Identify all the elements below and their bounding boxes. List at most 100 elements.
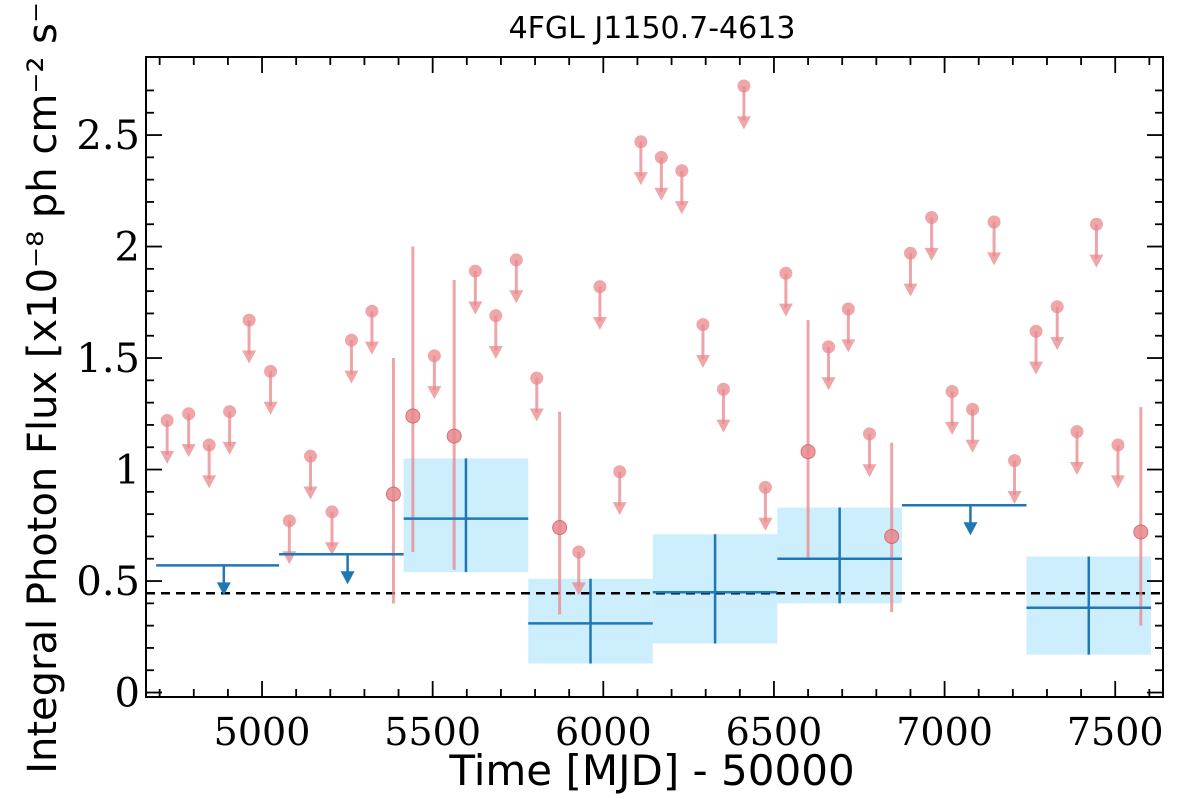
long-bin-upper-limit-head	[216, 582, 231, 596]
upper-limit-arrow-head	[758, 517, 773, 531]
upper-limit-point	[1070, 425, 1084, 439]
y-tick-label: 0.5	[76, 559, 140, 605]
y-tick-label: 2	[115, 225, 140, 271]
long-bin-upper-limit-head	[963, 522, 978, 536]
detection-point	[385, 486, 401, 502]
upper-limit-arrow-head	[202, 475, 217, 489]
upper-limit-arrow-head	[344, 370, 359, 384]
upper-limit-arrow-head	[841, 339, 856, 353]
upper-limit-point	[945, 384, 959, 398]
upper-limit-arrow-head	[488, 346, 503, 360]
upper-limit-arrow-head	[778, 303, 793, 317]
upper-limit-point	[282, 514, 296, 528]
upper-limit-arrow-head	[468, 301, 483, 315]
upper-limit-arrow-head	[592, 317, 607, 331]
upper-limit-point	[987, 215, 1001, 229]
upper-limit-point	[779, 266, 793, 280]
upper-limit-point	[966, 402, 980, 416]
upper-limit-arrow-head	[945, 421, 960, 435]
plot-area: 5000 5500 6000 6500 7000 7500 0 0.5 1 1.5 2 2.5	[76, 56, 1164, 754]
upper-limit-arrow-head	[965, 439, 980, 453]
upper-limit-arrow-head	[821, 377, 836, 391]
upper-limit-point	[925, 211, 939, 225]
upper-limit-arrow-head	[695, 354, 710, 368]
upper-limit-arrow-head	[1110, 475, 1125, 489]
upper-limit-point	[202, 438, 216, 452]
upper-limit-point	[758, 480, 772, 494]
upper-limit-point	[634, 135, 648, 149]
x-tick-label: 5000	[214, 710, 311, 754]
detection-point	[405, 408, 421, 424]
upper-limit-point	[489, 309, 503, 323]
plot-frame	[145, 56, 1164, 698]
upper-limit-point	[716, 382, 730, 396]
x-tick-label: 6000	[555, 710, 652, 754]
upper-limit-arrow-head	[1069, 462, 1084, 476]
upper-limit-arrow-head	[1050, 337, 1065, 351]
upper-limit-arrow-head	[736, 116, 751, 130]
upper-limit-point	[242, 313, 256, 327]
upper-limit-arrow-head	[181, 444, 196, 458]
upper-limit-arrow-head	[862, 464, 877, 478]
upper-limit-point	[654, 150, 668, 164]
upper-limit-arrow-head	[924, 247, 939, 261]
upper-limit-point	[325, 505, 339, 519]
upper-limit-arrow-head	[263, 401, 278, 415]
upper-limit-arrow-head	[633, 172, 648, 186]
upper-limit-point	[509, 253, 523, 267]
upper-limit-point	[223, 405, 237, 419]
x-tick-label: 5500	[384, 710, 481, 754]
upper-limit-arrow-head	[571, 582, 586, 596]
upper-limit-arrow-head	[987, 252, 1002, 266]
upper-limit-arrow-head	[509, 290, 524, 304]
detection-point	[800, 444, 816, 460]
upper-limit-arrow-head	[674, 201, 689, 215]
detection-point	[552, 520, 568, 536]
upper-limit-point	[822, 340, 836, 354]
upper-limit-arrow-head	[716, 419, 731, 433]
upper-limit-point	[365, 304, 379, 318]
upper-limit-point	[1111, 438, 1125, 452]
upper-limit-arrow-head	[427, 386, 442, 400]
upper-limit-point	[593, 280, 607, 294]
y-axis-label: Integral Photon Flux [x10⁻⁸ ph cm⁻² s⁻¹]	[20, 0, 66, 774]
upper-limit-point	[696, 318, 710, 332]
upper-limit-point	[182, 407, 196, 421]
detection-point	[1133, 524, 1149, 540]
x-tick-label: 7500	[1067, 710, 1164, 754]
upper-limit-arrow-head	[1089, 254, 1104, 268]
upper-limit-point	[572, 545, 586, 559]
upper-limit-point	[1008, 454, 1022, 468]
upper-limit-point	[675, 164, 689, 178]
upper-limit-arrow-head	[364, 341, 379, 355]
y-tick-label: 2.5	[76, 113, 140, 159]
detection-point	[446, 428, 462, 444]
upper-limit-arrow-head	[1007, 490, 1022, 504]
upper-limit-point	[737, 79, 751, 93]
y-tick-label: 1	[115, 448, 140, 494]
long-bin-upper-limit-head	[340, 571, 355, 585]
upper-limit-point	[344, 333, 358, 347]
upper-limit-arrow-head	[1029, 361, 1044, 375]
x-axis-label: Time [MJD] - 50000	[448, 746, 854, 795]
upper-limit-point	[264, 364, 278, 378]
upper-limit-arrow-head	[222, 441, 237, 455]
chart-title: 4FGL J1150.7-4613	[509, 11, 796, 46]
detection-point	[884, 528, 900, 544]
y-tick-label: 0	[115, 671, 140, 717]
upper-limit-point	[903, 246, 917, 260]
upper-limit-point	[160, 413, 174, 427]
upper-limit-point	[1050, 300, 1064, 314]
upper-limit-arrow-head	[529, 408, 544, 422]
upper-limit-point	[530, 371, 544, 385]
upper-limit-arrow-head	[324, 542, 339, 556]
upper-limit-point	[303, 449, 317, 463]
upper-limit-arrow-head	[160, 450, 175, 464]
y-tick-label: 1.5	[76, 336, 140, 382]
upper-limit-point	[841, 302, 855, 316]
upper-limit-arrow-head	[903, 283, 918, 297]
upper-limit-point	[427, 349, 441, 363]
upper-limit-point	[613, 465, 627, 479]
upper-limit-arrow-head	[654, 187, 669, 201]
